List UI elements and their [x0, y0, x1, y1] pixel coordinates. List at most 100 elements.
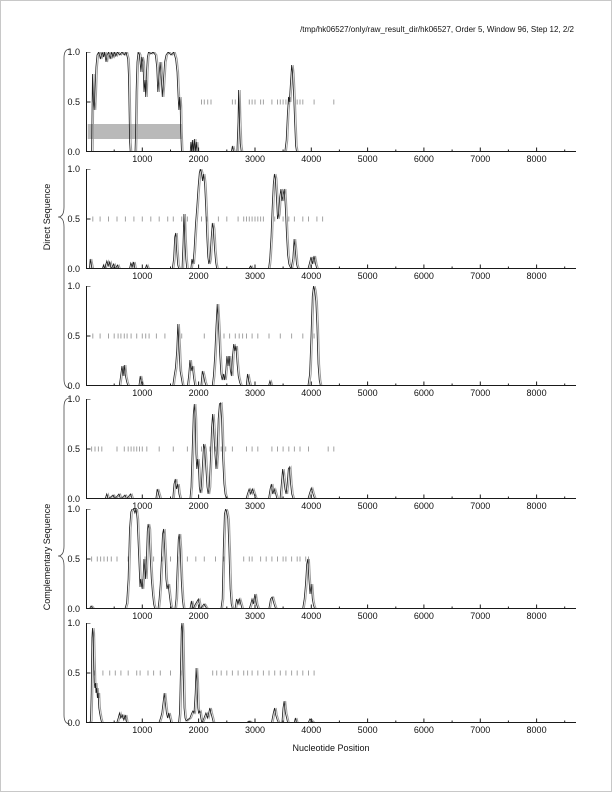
score-curve — [89, 622, 576, 725]
x-tick-label: 7000 — [470, 271, 491, 281]
x-tick-label: 4000 — [301, 611, 322, 621]
x-tick-label: 3000 — [244, 271, 265, 281]
y-tick-label: 1.0 — [67, 47, 80, 57]
direct-sequence-label: Direct Sequence — [42, 183, 52, 251]
y-tick-label: 1.0 — [67, 164, 80, 174]
x-tick-label: 5000 — [357, 611, 378, 621]
y-tick-label: 0.0 — [67, 147, 80, 157]
x-tick-label: 2000 — [188, 611, 209, 621]
x-tick-label: 3000 — [244, 388, 265, 398]
x-tick-label: 6000 — [413, 271, 434, 281]
panel-direct-2 — [86, 167, 578, 271]
y-tick-label: 0.0 — [67, 494, 80, 504]
complementary-sequence-label: Complementary Sequence — [42, 503, 52, 611]
panel-plot-complementary-3 — [86, 622, 578, 725]
y-tick-label: 0.0 — [67, 381, 80, 391]
score-curve-shadow — [91, 285, 578, 387]
x-tick-label: 1000 — [132, 154, 153, 164]
score-curve-shadow — [90, 622, 578, 725]
axis-lines — [86, 52, 576, 152]
score-curve-shadow — [90, 507, 578, 611]
panel-complementary-1 — [86, 398, 578, 500]
x-tick-label: 1000 — [132, 271, 153, 281]
x-tick-label: 8000 — [526, 611, 547, 621]
x-tick-label: 7000 — [470, 154, 491, 164]
score-curve — [89, 167, 576, 271]
panel-plot-direct-3 — [86, 285, 578, 387]
x-tick-label: 2000 — [188, 501, 209, 511]
x-tick-label: 4000 — [301, 725, 322, 735]
y-tick-label: 1.0 — [67, 394, 80, 404]
x-tick-label: 2000 — [188, 388, 209, 398]
x-tick-label: 4000 — [301, 501, 322, 511]
axis-lines — [86, 169, 576, 269]
x-tick-label: 1000 — [132, 611, 153, 621]
direct-group-brace — [57, 48, 71, 389]
x-tick-label: 6000 — [413, 388, 434, 398]
score-curve-shadow — [90, 167, 578, 271]
x-tick-label: 5000 — [357, 501, 378, 511]
y-tick-label: 0.5 — [67, 668, 80, 678]
x-tick-label: 6000 — [413, 611, 434, 621]
score-curve — [89, 285, 576, 387]
panel-plot-complementary-1 — [86, 398, 578, 500]
x-tick-label: 3000 — [244, 154, 265, 164]
plot-title: /tmp/hk06527/only/raw_result_dir/hk06527… — [300, 25, 574, 34]
x-tick-label: 5000 — [357, 271, 378, 281]
axis-lines — [86, 623, 576, 723]
y-tick-label: 1.0 — [67, 618, 80, 628]
x-tick-label: 3000 — [244, 611, 265, 621]
y-tick-label: 0.5 — [67, 331, 80, 341]
panel-direct-1 — [86, 50, 578, 153]
panel-plot-direct-2 — [86, 167, 578, 271]
score-curve — [91, 50, 576, 153]
x-tick-label: 6000 — [413, 154, 434, 164]
x-tick-label: 8000 — [526, 501, 547, 511]
complementary-group-brace — [57, 397, 71, 725]
y-tick-label: 0.0 — [67, 718, 80, 728]
y-tick-label: 0.5 — [67, 554, 80, 564]
x-tick-label: 7000 — [470, 388, 491, 398]
y-tick-label: 0.0 — [67, 264, 80, 274]
panel-plot-direct-1 — [86, 50, 578, 153]
y-tick-label: 0.5 — [67, 444, 80, 454]
x-tick-label: 2000 — [188, 154, 209, 164]
x-tick-label: 8000 — [526, 388, 547, 398]
x-tick-label: 8000 — [526, 725, 547, 735]
panel-plot-complementary-2 — [86, 507, 578, 611]
axis-lines — [86, 286, 576, 386]
axis-lines — [86, 399, 576, 499]
panel-direct-3 — [86, 285, 578, 387]
x-tick-label: 5000 — [357, 388, 378, 398]
x-tick-label: 1000 — [132, 388, 153, 398]
x-tick-label: 1000 — [132, 725, 153, 735]
x-tick-label: 3000 — [244, 501, 265, 511]
x-tick-label: 7000 — [470, 501, 491, 511]
x-tick-label: 7000 — [470, 611, 491, 621]
panel-complementary-2 — [86, 507, 578, 611]
y-tick-label: 1.0 — [67, 281, 80, 291]
x-tick-label: 7000 — [470, 725, 491, 735]
x-tick-label: 3000 — [244, 725, 265, 735]
x-axis-title: Nucleotide Position — [292, 743, 370, 753]
y-tick-label: 1.0 — [67, 504, 80, 514]
x-tick-label: 8000 — [526, 271, 547, 281]
score-curve — [89, 402, 576, 500]
axis-lines — [86, 509, 576, 609]
x-tick-label: 4000 — [301, 271, 322, 281]
x-tick-label: 8000 — [526, 154, 547, 164]
x-tick-label: 5000 — [357, 725, 378, 735]
panel-complementary-3 — [86, 622, 578, 725]
x-tick-label: 6000 — [413, 725, 434, 735]
x-tick-label: 6000 — [413, 501, 434, 511]
y-tick-label: 0.0 — [67, 604, 80, 614]
x-tick-label: 4000 — [301, 388, 322, 398]
x-tick-label: 5000 — [357, 154, 378, 164]
x-tick-label: 2000 — [188, 725, 209, 735]
x-tick-label: 1000 — [132, 501, 153, 511]
y-tick-label: 0.5 — [67, 97, 80, 107]
x-tick-label: 4000 — [301, 154, 322, 164]
x-tick-label: 2000 — [188, 271, 209, 281]
highlight-band — [87, 124, 182, 139]
